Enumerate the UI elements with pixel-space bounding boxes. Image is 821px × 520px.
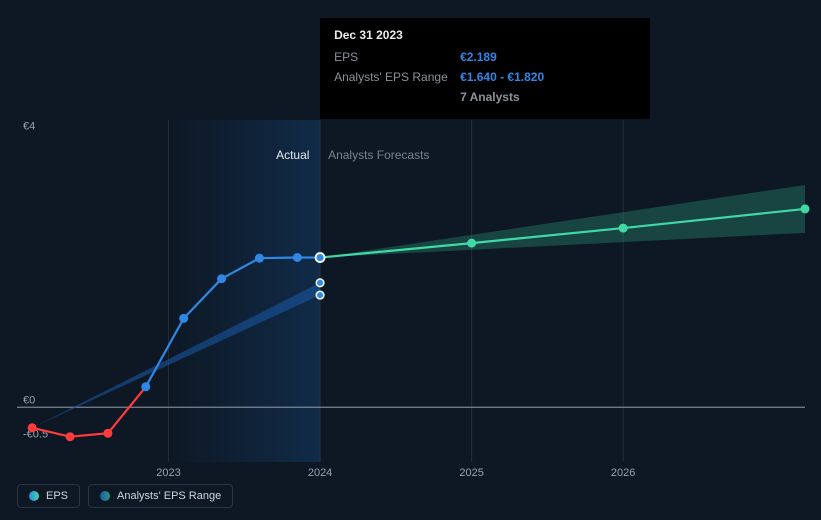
region-label-forecast: Analysts Forecasts xyxy=(328,148,429,162)
legend-item-eps[interactable]: EPS xyxy=(17,484,80,508)
chart-tooltip: Dec 31 2023 EPS €2.189 Analysts' EPS Ran… xyxy=(320,18,650,119)
svg-text:2024: 2024 xyxy=(308,467,332,479)
tooltip-spacer xyxy=(334,88,452,106)
legend-label: Analysts' EPS Range xyxy=(117,490,221,502)
svg-text:2023: 2023 xyxy=(156,467,180,479)
svg-text:2025: 2025 xyxy=(459,467,483,479)
chart-legend: EPS Analysts' EPS Range xyxy=(17,484,233,508)
svg-text:€0: €0 xyxy=(23,394,35,406)
tooltip-row-label: Analysts' EPS Range xyxy=(334,68,452,86)
tooltip-date: Dec 31 2023 xyxy=(334,28,636,42)
tooltip-row-value: €1.640 - €1.820 xyxy=(460,68,544,86)
svg-text:2026: 2026 xyxy=(611,467,635,479)
tooltip-row-label: EPS xyxy=(334,48,452,66)
legend-item-range[interactable]: Analysts' EPS Range xyxy=(88,484,233,508)
legend-swatch-icon xyxy=(29,491,39,501)
region-label-actual: Actual xyxy=(276,148,309,162)
eps-chart: -€0.5€0€42023202420252026 Dec 31 2023 EP… xyxy=(0,0,821,520)
tooltip-analysts-count: 7 Analysts xyxy=(460,88,520,106)
legend-swatch-icon xyxy=(100,491,110,501)
svg-text:€4: €4 xyxy=(23,121,35,133)
legend-label: EPS xyxy=(46,490,68,502)
tooltip-row-value: €2.189 xyxy=(460,48,497,66)
